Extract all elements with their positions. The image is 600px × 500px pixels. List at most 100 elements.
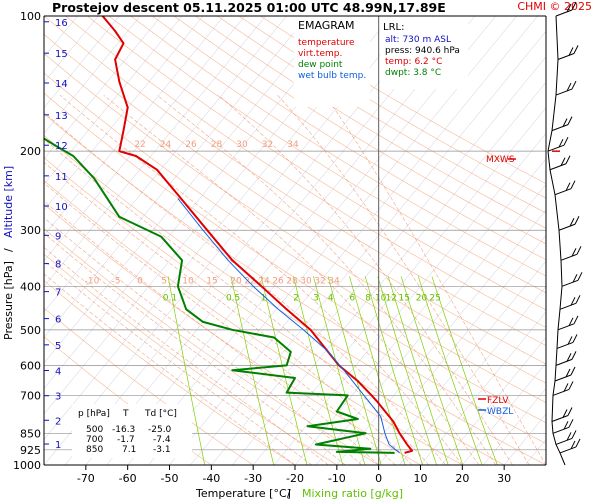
altitude-tick-label: 2 xyxy=(55,416,61,427)
mixing-ratio-label: 20 xyxy=(416,293,428,303)
isotherm-label-400: 5 xyxy=(161,276,167,286)
chart-title: Prostejov descent 05.11.2025 01:00 UTC 4… xyxy=(52,0,446,15)
wind-barb-shaft xyxy=(551,124,569,132)
wind-barb-shaft xyxy=(555,88,573,96)
wind-barb-shaft xyxy=(552,388,570,396)
copyright-text: CHMI © 2025 xyxy=(517,0,592,13)
wind-barb-flag xyxy=(565,368,571,378)
pressure-tick-label: 925 xyxy=(20,444,41,457)
wind-barb-flag xyxy=(562,118,568,127)
moist-adiabat-line xyxy=(44,138,430,465)
wind-barb-flag xyxy=(575,295,581,304)
mixing-ratio-label: 15 xyxy=(398,293,409,303)
series-layer xyxy=(44,16,414,454)
wind-barb-flag xyxy=(563,136,569,146)
mxws-label: MXWS xyxy=(486,155,515,165)
legend-item-wet-bulb: wet bulb temp. xyxy=(298,71,366,81)
isotherm-label-400: 32 xyxy=(314,276,325,286)
moist-adiabat-line xyxy=(44,260,312,465)
dry-adiabat-line xyxy=(238,16,546,199)
wind-barb-flag xyxy=(566,3,572,13)
altitude-tick-label: 12 xyxy=(55,141,68,152)
altitude-tick-label: 14 xyxy=(55,79,68,90)
wind-barb-flag xyxy=(568,317,574,327)
wind-barb-flag xyxy=(565,182,571,191)
pressure-tick-label: 850 xyxy=(20,427,41,440)
moist-adiabat-line xyxy=(218,94,513,465)
wind-barb-shaft xyxy=(554,188,572,196)
pressure-tick-label: 700 xyxy=(20,389,41,402)
wind-barb-flag xyxy=(563,383,569,392)
moist-adiabat-line xyxy=(44,182,396,465)
dry-adiabat-line xyxy=(108,16,546,294)
pressure-tick-label: 1000 xyxy=(13,459,41,472)
isotherm-label-400: 30 xyxy=(300,276,312,286)
wind-barb-flag xyxy=(560,157,566,166)
mixing-ratio-line xyxy=(313,276,366,465)
wind-barbs xyxy=(547,1,583,466)
mixing-ratio-line xyxy=(400,276,464,465)
isotherm-line xyxy=(44,16,204,211)
isotherm-line xyxy=(44,16,225,236)
wind-barb-flag xyxy=(566,82,572,92)
series-temperature-line xyxy=(101,16,414,454)
lrl-box xyxy=(380,17,468,89)
pressure-tick-label: 100 xyxy=(20,10,41,23)
wind-barb-flag xyxy=(571,351,577,360)
moist-adiabat-line xyxy=(44,273,296,465)
wind-barb-flag xyxy=(570,297,576,306)
mixing-ratio-label: 2 xyxy=(293,293,299,303)
wind-barb-flag xyxy=(577,272,583,281)
moist-adiabat-line xyxy=(44,161,413,465)
table-row-2-p: 700 xyxy=(86,435,103,445)
table-header-td: Td [°C] xyxy=(144,409,177,419)
x-axis-title: Temperature [°C] xyxy=(195,487,291,500)
wind-barb-flag xyxy=(562,409,568,418)
temperature-tick-label: -30 xyxy=(244,472,262,485)
wind-barb-shaft xyxy=(558,223,576,231)
wind-barb-flag xyxy=(573,315,579,325)
mixing-ratio-label: 12 xyxy=(385,293,396,303)
altitude-tick-label: 3 xyxy=(55,392,61,403)
wind-barb-shaft xyxy=(556,341,574,349)
dry-adiabat-line xyxy=(44,72,546,403)
altitude-tick-label: 7 xyxy=(55,288,61,299)
wind-barb-shaft xyxy=(554,374,572,382)
isotherm-label-200: 34 xyxy=(287,140,299,150)
temperature-tick-label: -20 xyxy=(286,472,304,485)
wind-profile-line xyxy=(547,15,566,466)
wind-barb-flag xyxy=(574,216,580,225)
dry-adiabat-line xyxy=(152,16,546,261)
dry-adiabat-line xyxy=(87,16,546,311)
isotherm-line xyxy=(44,16,371,415)
legend-item-virt-temp: virt.temp. xyxy=(298,49,342,59)
isotherm-line xyxy=(44,16,308,338)
isotherm-line xyxy=(44,16,350,389)
moist-adiabat-line xyxy=(156,94,497,465)
isotherm-label-200: 30 xyxy=(236,140,248,150)
wind-barb-flag xyxy=(566,432,572,441)
wind-barb-shaft xyxy=(559,446,577,454)
isotherm-label-400: 34 xyxy=(328,276,340,286)
wind-barb-shaft xyxy=(555,358,573,366)
dry-adiabat-line xyxy=(195,16,546,229)
isotherm-label-400: 26 xyxy=(272,276,284,286)
table-row-1-p: 500 xyxy=(86,425,103,435)
moist-adiabat-line xyxy=(324,94,546,465)
y-axis-title-sep: / xyxy=(2,248,15,252)
wind-barb-flag xyxy=(569,218,575,227)
mixing-ratio-line xyxy=(377,276,437,465)
mixing-ratio-label: 4 xyxy=(328,293,334,303)
isotherm-label-400: 10 xyxy=(182,276,194,286)
wind-barb-flag xyxy=(563,421,569,430)
wind-barb-flag xyxy=(568,419,574,428)
isotherm-label-400: 22 xyxy=(244,276,255,286)
wind-barb-flag xyxy=(567,407,573,416)
legend-title: EMAGRAM xyxy=(298,19,355,32)
dry-adiabat-line xyxy=(44,16,546,346)
isotherm-label-200: 32 xyxy=(262,140,273,150)
wind-barb-flag xyxy=(572,274,578,283)
altitude-tick-label: 4 xyxy=(55,367,61,378)
wind-barb-flag xyxy=(576,246,582,255)
moist-adiabat-line xyxy=(59,94,463,465)
